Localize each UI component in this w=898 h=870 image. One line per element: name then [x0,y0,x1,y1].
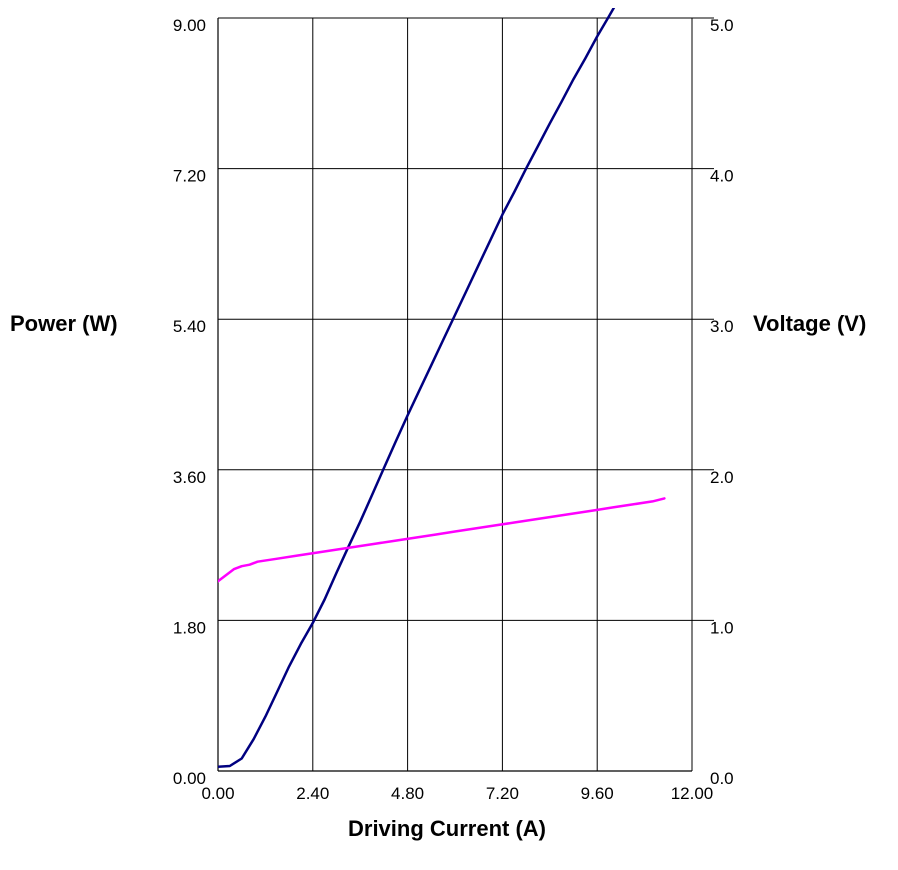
y2-tick-label: 2.0 [710,468,734,487]
x-axis-title: Driving Current (A) [348,816,546,841]
y-tick-label: 1.80 [173,618,206,637]
y2-tick-label: 5.0 [710,16,734,35]
y-tick-label: 9.00 [173,16,206,35]
y-tick-label: 0.00 [173,769,206,788]
y2-axis-title: Voltage (V) [753,311,866,336]
y2-tick-label: 1.0 [710,618,734,637]
y-axis-title: Power (W) [10,311,118,336]
y-tick-label: 5.40 [173,317,206,336]
x-tick-label: 2.40 [296,784,329,803]
series-layer [218,8,666,769]
x-tick-label: 7.20 [486,784,519,803]
axes [217,18,693,772]
y2-tick-label: 4.0 [710,167,734,186]
grid [218,17,714,771]
y2-tick-label: 0.0 [710,769,734,788]
x-tick-label: 12.00 [671,784,714,803]
y2-tick-label: 3.0 [710,317,734,336]
y-tick-label: 3.60 [173,468,206,487]
tick-labels: 0.00 2.40 4.80 7.20 9.60 12.00 0.00 1.80 3.60 5.4… [173,16,734,803]
power-series-line [218,8,616,769]
x-tick-label: 0.00 [201,784,234,803]
x-tick-label: 4.80 [391,784,424,803]
voltage-series-line [218,497,666,583]
x-tick-label: 9.60 [581,784,614,803]
y-tick-label: 7.20 [173,167,206,186]
